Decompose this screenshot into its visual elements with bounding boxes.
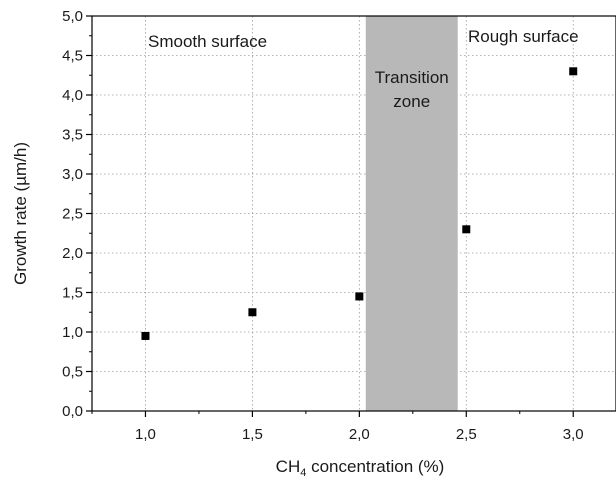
transition-zone-label-line2: zone [393,92,430,111]
smooth-surface-label: Smooth surface [148,32,267,51]
x-axis-title-rest: concentration (%) [306,457,444,476]
y-axis-title: Growth rate (µm/h) [11,142,30,285]
x-tick-label: 2,5 [456,426,477,443]
x-axis-title: CH4 concentration (%) [276,457,445,479]
y-tick-label: 4,5 [62,48,83,65]
y-tick-label: 3,5 [62,127,83,144]
rough-surface-label: Rough surface [468,27,579,46]
plot-frame [91,15,616,412]
x-axis-title-main: CH [276,457,301,476]
x-tick-label: 1,5 [242,426,263,443]
transition-zone-label-line1: Transition [375,68,449,87]
y-tick-label: 4,0 [62,87,83,104]
y-tick-label: 3,0 [62,166,83,183]
tick-labels: 0,0 0,5 1,0 1,5 2,0 2,5 3,0 3,5 4,0 4,5 5,0 1,0 1,5 2… [62,8,584,443]
x-axis-title-subscript: 4 [300,467,306,479]
y-tick-label: 2,0 [62,245,83,262]
y-tick-label: 0,0 [62,403,83,420]
axis-ticks [86,15,574,417]
x-tick-label: 3,0 [563,426,584,443]
x-tick-label: 2,0 [349,426,370,443]
grid [92,16,616,411]
data-point [141,331,150,340]
y-tick-label: 5,0 [62,8,83,25]
y-tick-label: 0,5 [62,364,83,381]
y-tick-label: 1,5 [62,285,83,302]
transition-zone-band [365,16,458,411]
data-point [248,308,257,317]
data-point [355,292,364,301]
data-point [569,67,578,76]
y-tick-label: 1,0 [62,324,83,341]
data-point [462,225,471,234]
x-tick-label: 1,0 [135,426,156,443]
data-points [141,67,578,340]
y-tick-label: 2,5 [62,206,83,223]
